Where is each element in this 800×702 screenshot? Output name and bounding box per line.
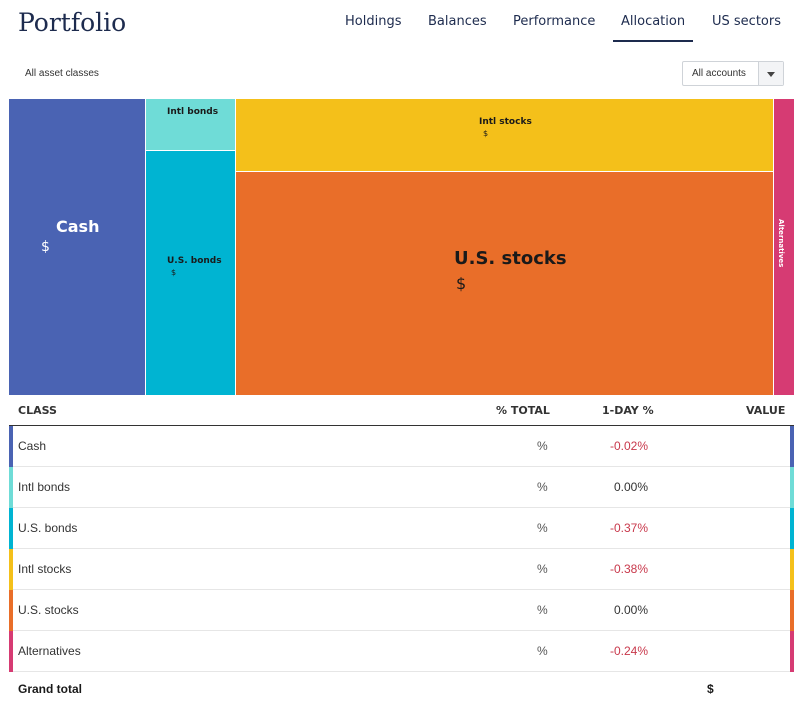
pct-total: % [537,603,548,617]
tab-allocation[interactable]: Allocation [612,14,694,42]
class-color-bar [9,467,13,508]
account-select-toggle[interactable] [758,62,783,85]
one-day-change: 0.00% [613,480,648,494]
class-name: U.S. bonds [18,521,78,535]
class-color-bar [790,549,794,590]
class-color-bar [790,426,794,467]
treemap-tile-label: Intl stocks [479,117,532,127]
table-row[interactable]: U.S. stocks % 0.00% [9,590,794,631]
table-row[interactable]: Cash % -0.02% [9,426,794,467]
column-header-class[interactable]: CLASS [18,404,57,417]
class-color-bar [790,508,794,549]
table-row[interactable]: Intl stocks % -0.38% [9,549,794,590]
column-header-one-day[interactable]: 1-DAY % [602,404,654,417]
nav-tabs: Holdings Balances Performance Allocation… [0,14,800,42]
class-color-bar [790,467,794,508]
one-day-change: 0.00% [613,603,648,617]
class-color-bar [9,631,13,672]
account-select-value: All accounts [692,68,746,79]
treemap-tile-value: $ [41,239,50,255]
chevron-down-icon [767,72,775,77]
table-divider [9,425,794,426]
class-name: Cash [18,439,47,453]
treemap-tile-intl-bonds[interactable]: Intl bonds [146,99,235,150]
tab-balances[interactable]: Balances [428,14,487,29]
pct-total: % [537,480,548,494]
treemap-tile-label: Alternatives [777,219,785,268]
treemap-tile-alternatives[interactable]: Alternatives [774,99,794,395]
class-name: U.S. stocks [18,603,79,617]
treemap-tile-label: U.S. stocks [454,248,567,269]
class-color-bar [9,590,13,631]
pct-total: % [537,562,548,576]
treemap-tile-value: $ [456,274,467,293]
class-name: Intl bonds [18,480,71,494]
table-row[interactable]: Intl bonds % 0.00% [9,467,794,508]
grand-total-value: $ [707,682,714,696]
page-title: Portfolio [18,8,127,37]
class-color-bar [790,631,794,672]
treemap-tile-value: $ [483,129,489,138]
pct-total: % [537,521,548,535]
treemap-tile-us-stocks[interactable]: U.S. stocks $ [236,172,773,395]
account-select[interactable]: All accounts [682,61,784,86]
treemap-tile-label: Intl bonds [167,107,219,117]
class-color-bar [9,549,13,590]
one-day-change: -0.37% [609,521,648,535]
tab-performance[interactable]: Performance [513,14,596,29]
class-color-bar [9,426,13,467]
one-day-change: -0.02% [609,439,648,453]
class-name: Intl stocks [18,562,72,576]
one-day-change: -0.24% [609,644,648,658]
one-day-change: -0.38% [609,562,648,576]
treemap-tile-label: U.S. bonds [167,256,222,266]
table-row[interactable]: U.S. bonds % -0.37% [9,508,794,549]
treemap-tile-cash[interactable]: Cash $ [9,99,145,395]
treemap-tile-value: $ [171,268,177,277]
treemap-tile-us-bonds[interactable]: U.S. bonds $ [146,151,235,395]
column-header-value[interactable]: VALUE [746,404,786,417]
treemap-tile-intl-stocks[interactable]: Intl stocks $ [236,99,773,171]
pct-total: % [537,644,548,658]
grand-total-label: Grand total [18,682,83,696]
asset-class-filter-label: All asset classes [25,68,99,79]
pct-total: % [537,439,548,453]
tab-holdings[interactable]: Holdings [345,14,402,29]
class-color-bar [790,590,794,631]
column-header-pct-total[interactable]: % TOTAL [496,404,550,417]
tab-us-sectors[interactable]: US sectors [712,14,781,29]
table-row[interactable]: Alternatives % -0.24% [9,631,794,672]
class-color-bar [9,508,13,549]
class-name: Alternatives [18,644,81,658]
treemap-tile-label: Cash [56,217,100,236]
